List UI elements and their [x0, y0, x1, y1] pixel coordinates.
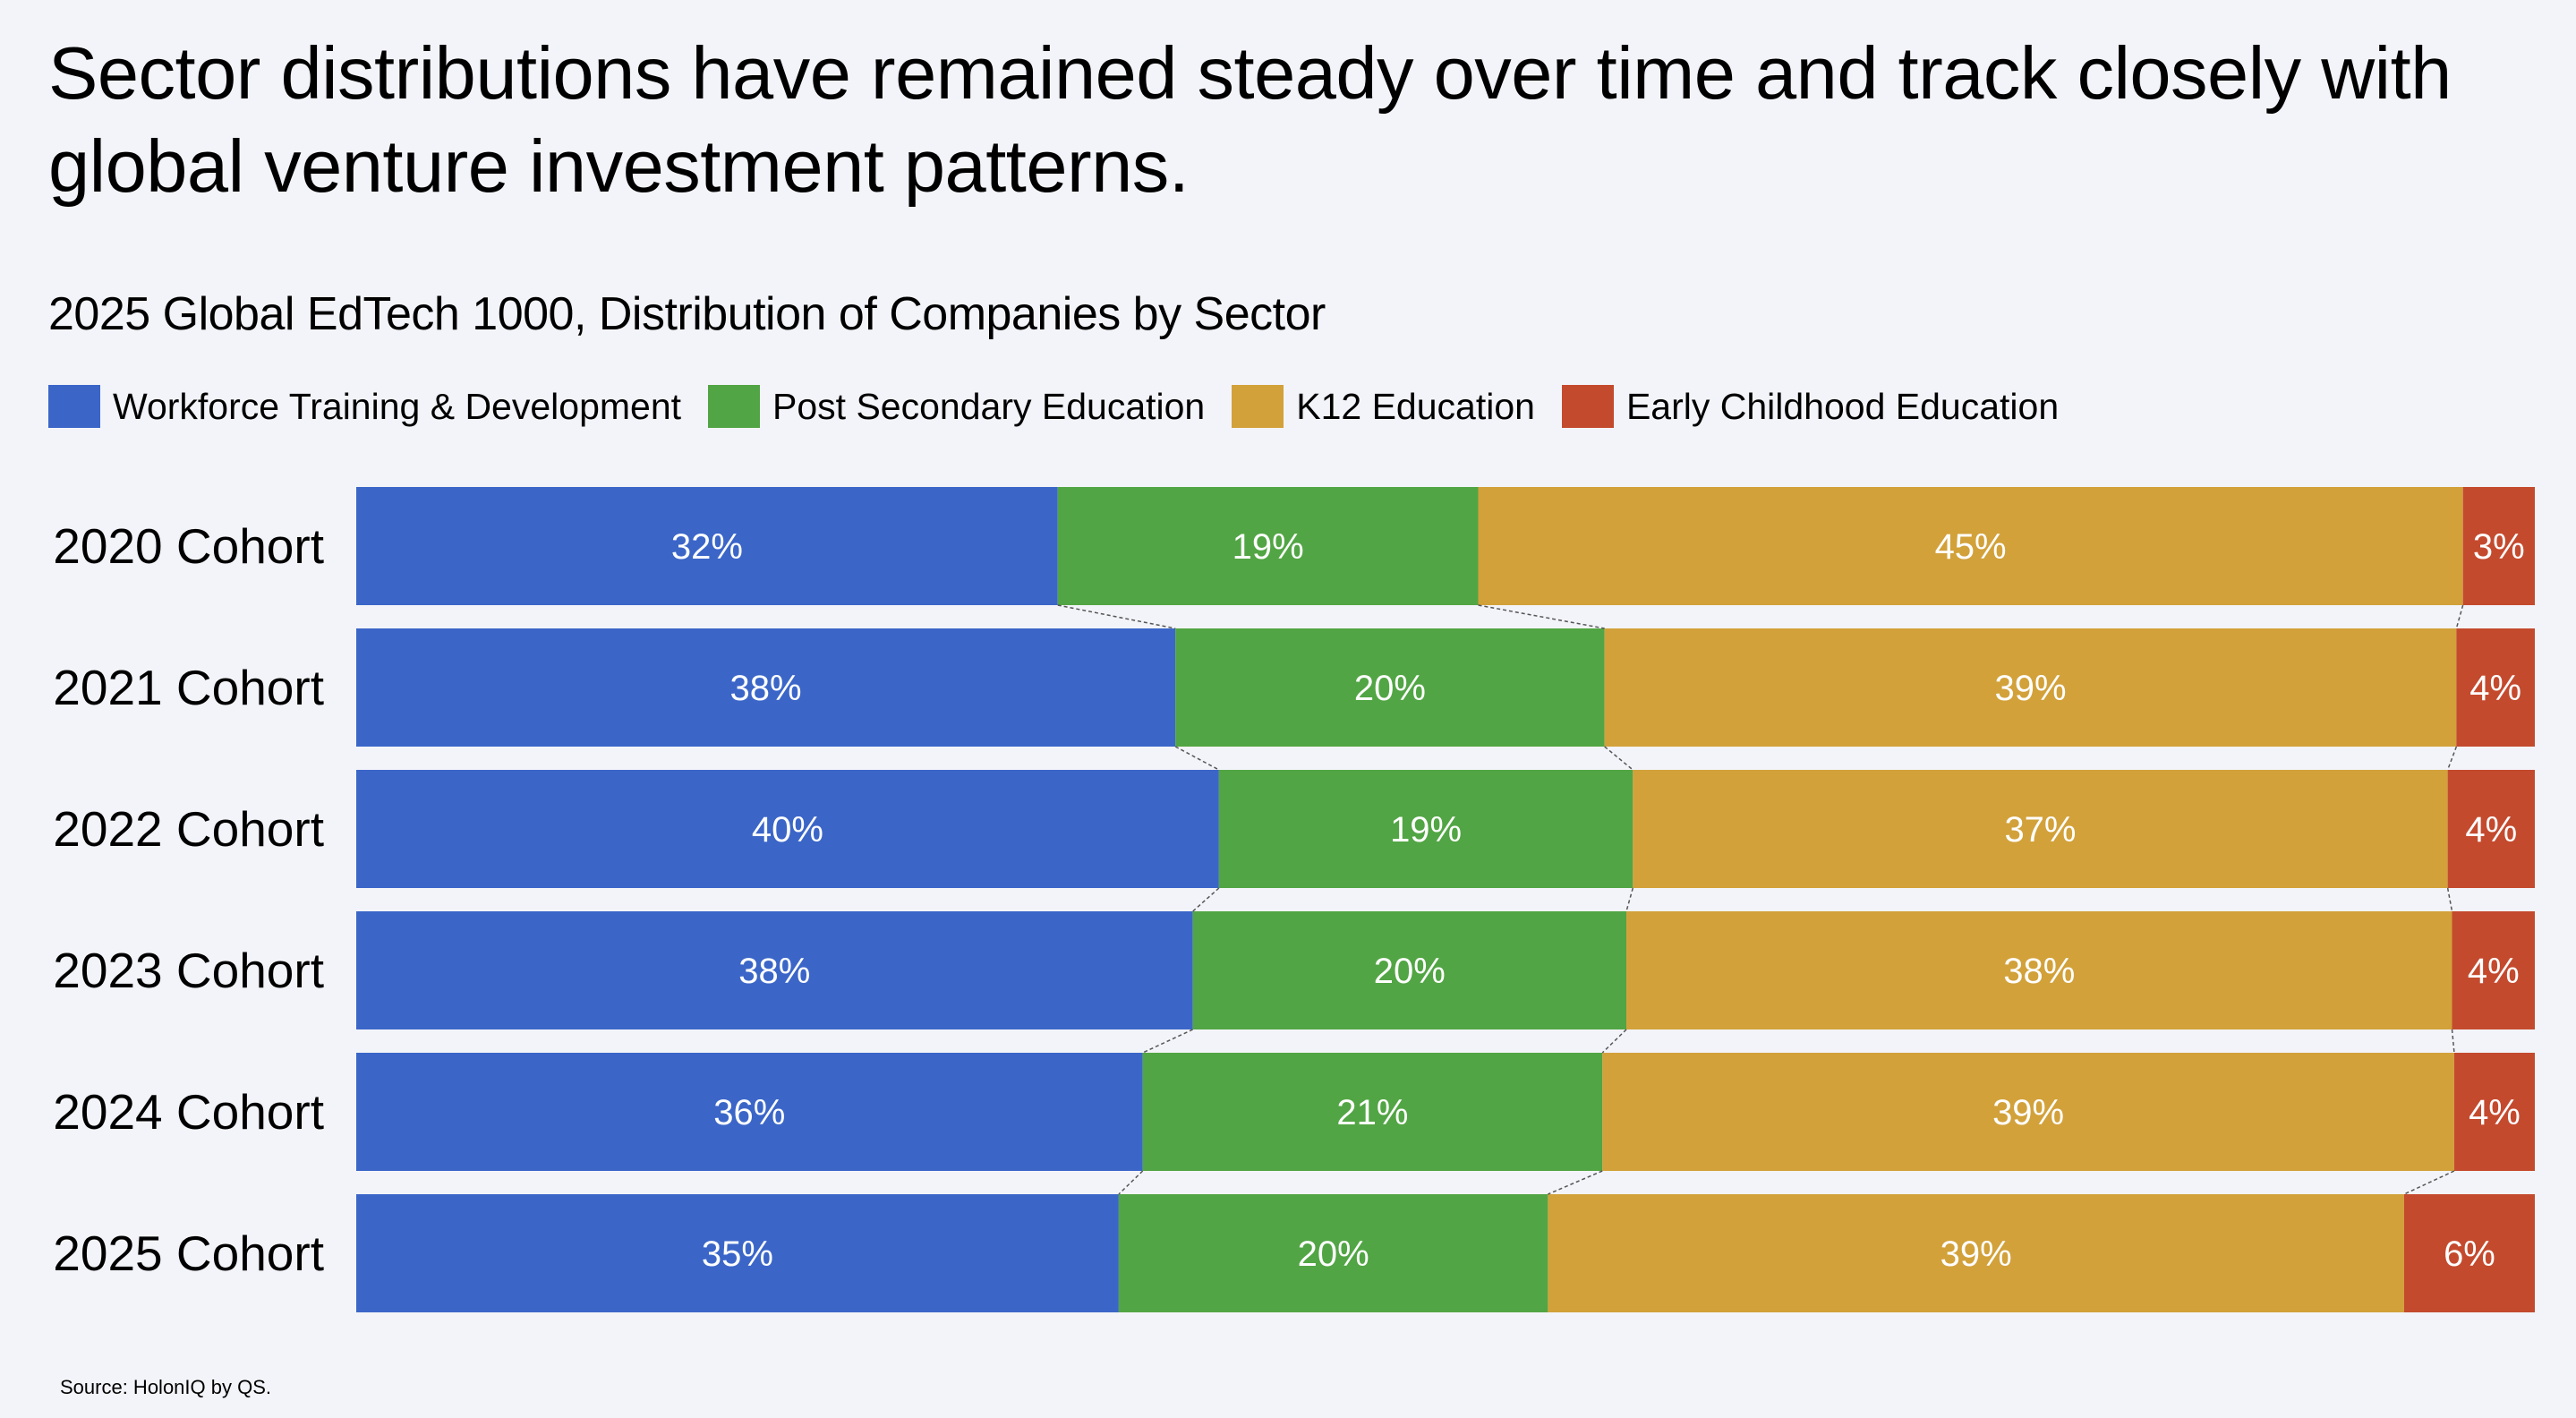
- bar-2023-cohort-k12-education[interactable]: [1626, 911, 2452, 1029]
- data-label-2024-cohort-early-childhood-education: 4%: [2469, 1093, 2521, 1132]
- legend-swatch-k12: [1232, 385, 1284, 428]
- connector-line: [2455, 604, 2464, 629]
- y-tick-label-2021-cohort: 2021 Cohort: [53, 660, 324, 715]
- legend-label-k12: K12 Education: [1296, 386, 1535, 427]
- bar-2020-cohort-post-secondary-education[interactable]: [1057, 487, 1479, 605]
- data-label-2022-cohort-early-childhood-education: 4%: [2465, 810, 2517, 850]
- connector-line: [2403, 1170, 2455, 1195]
- page-title: Sector distributions have remained stead…: [48, 31, 2452, 208]
- connector-line: [2446, 887, 2453, 912]
- legend-item-post-secondary[interactable]: Post Secondary Education: [708, 383, 1205, 430]
- data-label-2021-cohort-k12-education: 39%: [1994, 669, 2066, 708]
- legend-item-k12[interactable]: K12 Education: [1232, 383, 1535, 430]
- y-tick-label-2025-cohort: 2025 Cohort: [53, 1226, 324, 1281]
- y-tick-label-2020-cohort: 2020 Cohort: [53, 518, 324, 574]
- legend-label-workforce: Workforce Training & Development: [113, 386, 682, 427]
- legend-item-early-childhood[interactable]: Early Childhood Education: [1561, 383, 2060, 430]
- data-label-2021-cohort-workforce-training-development: 38%: [730, 669, 802, 708]
- stacked-bar-chart: 32% 19% 45% 3% 2020 Cohort 38% 20% 39% 4% 2021 Co…: [53, 487, 2535, 1312]
- bar-2024-cohort-workforce-training-development[interactable]: [356, 1053, 1143, 1171]
- bar-2025-cohort-early-childhood-education[interactable]: [2403, 1194, 2535, 1312]
- connector-line: [1601, 1029, 1627, 1054]
- bar-2023-cohort-post-secondary-education[interactable]: [1192, 911, 1627, 1029]
- bar-2021-cohort-post-secondary-education[interactable]: [1175, 628, 1605, 747]
- data-label-2023-cohort-workforce-training-development: 38%: [738, 952, 810, 991]
- data-label-2025-cohort-post-secondary-education: 20%: [1298, 1234, 1369, 1274]
- bar-2020-cohort-early-childhood-education[interactable]: [2462, 487, 2535, 605]
- bar-2020-cohort-workforce-training-development[interactable]: [356, 487, 1058, 605]
- bar-2022-cohort-post-secondary-education[interactable]: [1218, 770, 1633, 888]
- bar-2024-cohort-post-secondary-education[interactable]: [1142, 1053, 1603, 1171]
- data-label-2020-cohort-workforce-training-development: 32%: [671, 527, 743, 567]
- bar-2025-cohort-k12-education[interactable]: [1548, 1194, 2404, 1312]
- data-label-2024-cohort-post-secondary-education: 21%: [1336, 1093, 1408, 1132]
- source-note: Source: HolonIQ by QS.: [60, 1376, 271, 1398]
- data-label-2024-cohort-workforce-training-development: 36%: [713, 1093, 785, 1132]
- bar-2022-cohort-k12-education[interactable]: [1633, 770, 2448, 888]
- connector-line: [1548, 1170, 1603, 1195]
- bar-2023-cohort-early-childhood-education[interactable]: [2452, 911, 2535, 1029]
- y-tick-label-2024-cohort: 2024 Cohort: [53, 1084, 324, 1140]
- connector-line: [1192, 887, 1220, 912]
- data-label-2022-cohort-workforce-training-development: 40%: [752, 810, 823, 850]
- data-label-2025-cohort-early-childhood-education: 6%: [2444, 1234, 2495, 1274]
- bar-2024-cohort-k12-education[interactable]: [1602, 1053, 2454, 1171]
- legend-label-post-secondary: Post Secondary Education: [772, 386, 1206, 427]
- bar-2021-cohort-early-childhood-education[interactable]: [2456, 628, 2535, 747]
- data-label-2020-cohort-post-secondary-education: 19%: [1233, 527, 1304, 567]
- bar-2021-cohort-k12-education[interactable]: [1604, 628, 2457, 747]
- bar-2023-cohort-workforce-training-development[interactable]: [356, 911, 1193, 1029]
- bar-2020-cohort-k12-education[interactable]: [1478, 487, 2463, 605]
- data-label-2023-cohort-early-childhood-education: 4%: [2468, 952, 2520, 991]
- connector-line: [1142, 1029, 1193, 1054]
- legend-swatch-workforce: [48, 385, 100, 428]
- chart-title: 2025 Global EdTech 1000, Distribution of…: [48, 288, 1326, 340]
- connector-line: [1604, 746, 1633, 771]
- data-label-2022-cohort-post-secondary-education: 19%: [1390, 810, 1462, 850]
- connector-line: [2446, 746, 2458, 771]
- bar-2024-cohort-early-childhood-education[interactable]: [2453, 1053, 2535, 1171]
- bar-2022-cohort-early-childhood-education[interactable]: [2447, 770, 2535, 888]
- legend-swatch-post-secondary: [708, 385, 761, 428]
- connector-line: [1174, 746, 1220, 771]
- legend-item-workforce[interactable]: Workforce Training & Development: [48, 383, 681, 430]
- data-label-2025-cohort-workforce-training-development: 35%: [702, 1234, 773, 1274]
- bar-2021-cohort-workforce-training-development[interactable]: [356, 628, 1176, 747]
- bar-2025-cohort-workforce-training-development[interactable]: [356, 1194, 1119, 1312]
- legend-label-early-childhood: Early Childhood Education: [1625, 386, 2060, 427]
- data-label-2025-cohort-k12-education: 39%: [1941, 1234, 2012, 1274]
- data-label-2023-cohort-post-secondary-education: 20%: [1374, 952, 1446, 991]
- bar-2022-cohort-workforce-training-development[interactable]: [356, 770, 1219, 888]
- chart-legend: Workforce Training & Development Post Se…: [48, 383, 2086, 430]
- data-label-2022-cohort-k12-education: 37%: [2004, 810, 2076, 850]
- legend-swatch-early-childhood: [1561, 385, 1614, 428]
- data-label-2021-cohort-post-secondary-education: 20%: [1354, 669, 1426, 708]
- data-label-2024-cohort-k12-education: 39%: [1992, 1093, 2064, 1132]
- bar-2025-cohort-post-secondary-education[interactable]: [1118, 1194, 1548, 1312]
- data-label-2020-cohort-k12-education: 45%: [1935, 527, 2007, 567]
- y-tick-label-2023-cohort: 2023 Cohort: [53, 943, 324, 998]
- connector-line: [1625, 887, 1634, 912]
- data-label-2023-cohort-k12-education: 38%: [2003, 952, 2075, 991]
- connector-line: [2451, 1029, 2455, 1054]
- connector-line: [1118, 1170, 1144, 1195]
- data-label-2021-cohort-early-childhood-education: 4%: [2469, 669, 2521, 708]
- connector-line: [1057, 604, 1176, 629]
- connector-line: [1478, 604, 1605, 629]
- y-tick-label-2022-cohort: 2022 Cohort: [53, 801, 324, 857]
- data-label-2020-cohort-early-childhood-education: 3%: [2473, 527, 2525, 567]
